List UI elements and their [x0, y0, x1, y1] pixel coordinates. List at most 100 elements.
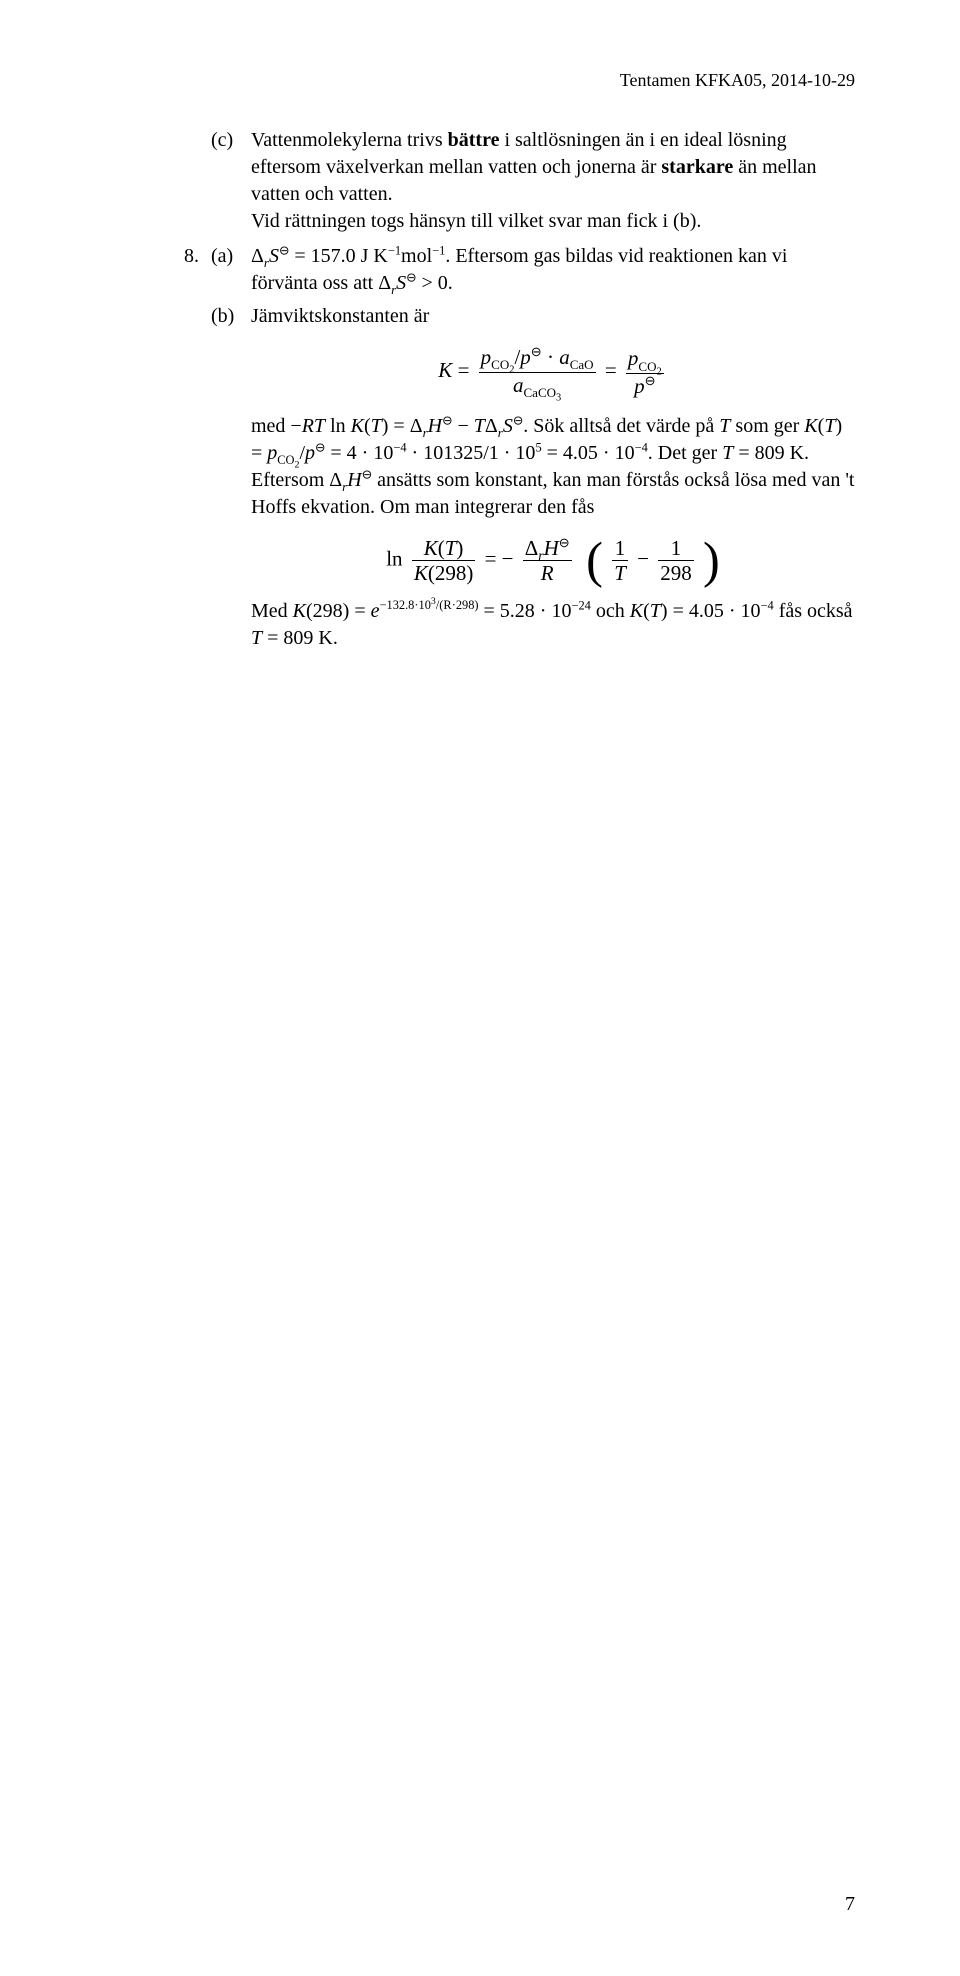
delta: Δ [525, 536, 539, 560]
eq: = [452, 358, 474, 382]
text: som ger [730, 415, 804, 437]
sublabel-b: (b) [211, 303, 251, 652]
standard-sup: ⊖ [645, 373, 656, 388]
text: = 809 K. [733, 442, 809, 464]
T: T [251, 627, 262, 649]
sup-m4: −4 [635, 440, 648, 454]
K: K [414, 561, 428, 585]
paren: ( [364, 415, 371, 437]
K: K [424, 536, 438, 560]
dot: · [542, 345, 560, 369]
frac-num: 1 [612, 537, 628, 561]
K: K [293, 600, 306, 622]
outer-spacer [155, 127, 211, 235]
frac-den: p⊖ [626, 374, 664, 397]
big-paren-l: ( [586, 545, 603, 575]
text: ) = Δ [382, 415, 423, 437]
ln: ln [386, 546, 408, 570]
sub-co2: CO2 [277, 453, 299, 467]
page: Tentamen KFKA05, 2014-10-29 (c) Vattenmo… [0, 0, 960, 1976]
p: p [267, 442, 277, 464]
frac-num: 1 [658, 537, 694, 561]
page-number: 7 [845, 1893, 855, 1916]
sub-co2: CO2 [638, 359, 661, 374]
standard-sup: ⊖ [406, 270, 416, 284]
sublabel-c: (c) [211, 127, 251, 235]
eq: = [605, 358, 622, 382]
two: 2 [657, 366, 662, 377]
outer-num-8: 8. [155, 243, 211, 297]
fraction-1: pCO2/p⊖ · aCaO aCaCO3 [479, 346, 596, 399]
exp-R: /(R·298) [436, 598, 479, 612]
S: S [503, 415, 513, 437]
fraction-KT: K(T) K(298) [412, 537, 476, 584]
standard-sup: ⊖ [442, 413, 452, 427]
text: . Sök alltså det värde på [523, 415, 719, 437]
standard-sup: ⊖ [531, 344, 542, 359]
text: fås också [774, 600, 853, 622]
delta: Δ [251, 245, 264, 267]
text: = 5.28 · 10 [479, 600, 572, 622]
outer-spacer [155, 303, 211, 652]
RT: RT [302, 415, 325, 437]
sup-exp: −132.8·103/(R·298) [380, 598, 479, 612]
frac-den: K(298) [412, 561, 476, 584]
text: Med [251, 600, 293, 622]
p: p [628, 346, 639, 370]
frac-num: pCO2 [626, 347, 664, 374]
item-7c-body: Vattenmolekylerna trivs bättre i saltlös… [251, 127, 855, 235]
item-8a-body: ΔrS⊖ = 157.0 J K−1mol−1. Eftersom gas bi… [251, 243, 855, 297]
eq: = − [485, 546, 514, 570]
frac-den: R [523, 561, 572, 584]
a: a [559, 345, 570, 369]
T: T [445, 536, 457, 560]
item-8b-body: Jämviktskonstanten är K = pCO2/p⊖ · aCaO… [251, 303, 855, 652]
item-7c: (c) Vattenmolekylerna trivs bättre i sal… [155, 127, 855, 235]
mol: mol [401, 245, 432, 267]
text: · 101325/1 · 10 [407, 442, 536, 464]
val: = 157.0 J K [289, 245, 388, 267]
frac-num: ΔrH⊖ [523, 537, 572, 561]
standard-sup: ⊖ [559, 535, 570, 550]
K: K [804, 415, 817, 437]
text: Eftersom Δ [251, 469, 342, 491]
co: CO [491, 357, 509, 372]
H: H [347, 469, 361, 491]
sup-km1: −1 [388, 243, 401, 257]
frac-den: T [612, 561, 628, 584]
p: p [305, 442, 315, 464]
three: 3 [556, 393, 561, 404]
bold-battre: bättre [448, 129, 500, 151]
fraction-2: pCO2 p⊖ [626, 347, 664, 397]
sublabel-a: (a) [211, 243, 251, 297]
T: T [650, 600, 661, 622]
item-8b: (b) Jämviktskonstanten är K = pCO2/p⊖ · … [155, 303, 855, 652]
R: R [541, 561, 554, 585]
fraction-dH: ΔrH⊖ R [523, 537, 572, 584]
caco: CaCO [523, 385, 556, 400]
equation-vanthoff: ln K(T) K(298) = − ΔrH⊖ [251, 537, 855, 584]
K: K [351, 415, 364, 437]
sup-mm1: −1 [432, 243, 445, 257]
H: H [544, 536, 559, 560]
paren: ( [643, 600, 650, 622]
frac-num: pCO2/p⊖ · aCaO [479, 346, 596, 373]
sub-co2: CO2 [491, 357, 514, 372]
T: T [474, 415, 485, 437]
frac-den: aCaCO3 [479, 373, 596, 399]
T: T [719, 415, 730, 437]
text: > 0. [417, 272, 453, 294]
sub-caco3: CaCO3 [523, 385, 561, 400]
p: p [634, 374, 645, 398]
co: CO [638, 359, 656, 374]
minus: − [452, 415, 473, 437]
p: p [481, 345, 492, 369]
text: ) = 4.05 · 10 [661, 600, 761, 622]
sub-cao: CaO [570, 357, 594, 372]
n298: 298 [435, 561, 467, 585]
content-body: (c) Vattenmolekylerna trivs bättre i sal… [155, 127, 855, 652]
text: = 4 · 10 [325, 442, 393, 464]
e: e [371, 600, 380, 622]
text: Vid rättningen togs hänsyn till vilket s… [251, 210, 701, 232]
text: = 4.05 · 10 [542, 442, 635, 464]
